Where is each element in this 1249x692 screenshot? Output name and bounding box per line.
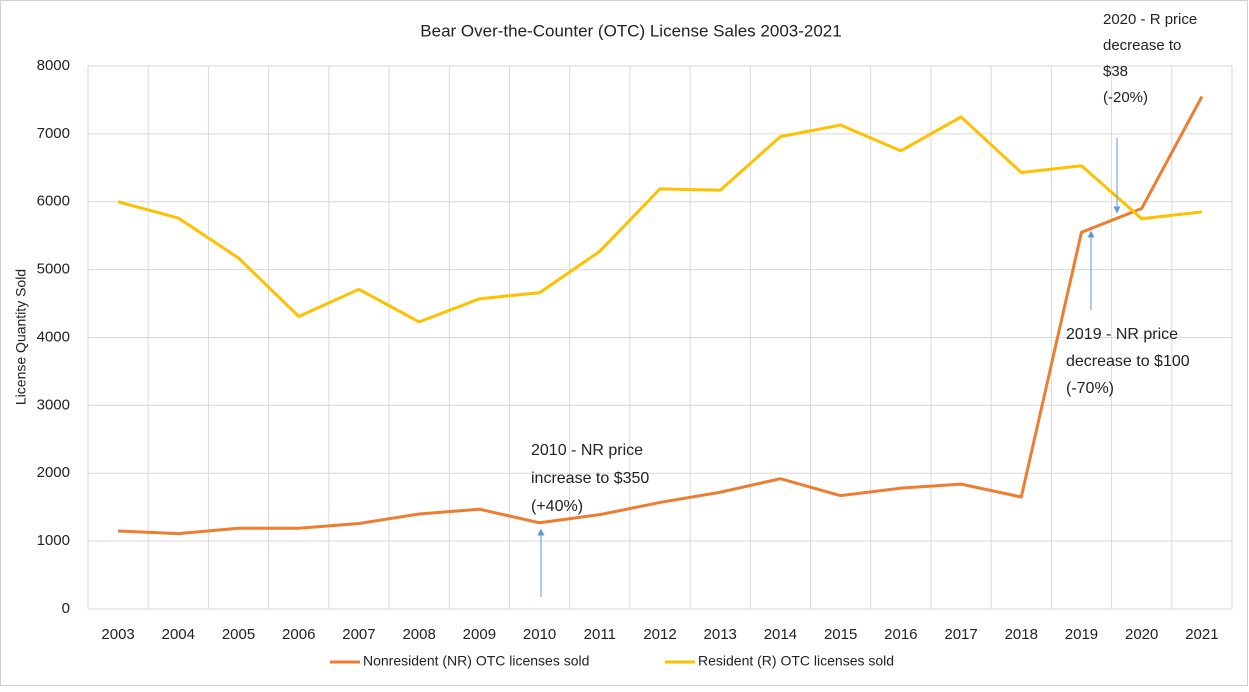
x-tick-label: 2017 — [944, 626, 977, 643]
series-line — [117, 115, 1203, 324]
annotation-text: increase to $350 — [531, 470, 649, 487]
annotation-text: 2020 - R price — [1103, 11, 1197, 28]
x-tick-label: 2013 — [704, 626, 737, 643]
x-tick-label: 2003 — [101, 626, 134, 643]
x-tick-label: 2005 — [222, 626, 255, 643]
annotation-text: 2019 - NR price — [1066, 326, 1178, 343]
x-tick-label: 2018 — [1005, 626, 1038, 643]
annotation-text: (-20%) — [1103, 89, 1148, 106]
series-line — [118, 95, 1204, 536]
x-tick-label: 2015 — [824, 626, 857, 643]
x-tick-label: 2004 — [162, 626, 195, 643]
annotation-text: decrease to $100 — [1066, 353, 1190, 370]
x-tick-label: 2012 — [643, 626, 676, 643]
x-tick-label: 2010 — [523, 626, 556, 643]
y-tick-label: 2000 — [37, 464, 70, 481]
legend-label: Resident (R) OTC licenses sold — [698, 653, 894, 669]
chart-title: Bear Over-the-Counter (OTC) License Sale… — [420, 21, 841, 40]
y-tick-label: 6000 — [37, 193, 70, 210]
y-tick-label: 3000 — [37, 396, 70, 413]
x-tick-label: 2019 — [1065, 626, 1098, 643]
x-tick-label: 2016 — [884, 626, 917, 643]
x-tick-label: 2007 — [342, 626, 375, 643]
annotation-text: decrease to — [1103, 37, 1181, 54]
y-tick-label: 7000 — [37, 125, 70, 142]
x-tick-label: 2011 — [584, 626, 616, 643]
annotation-text: (+40%) — [531, 498, 583, 515]
x-tick-label: 2014 — [764, 626, 797, 643]
annotation-text: (-70%) — [1066, 380, 1114, 397]
x-tick-label: 2020 — [1125, 626, 1158, 643]
x-tick-label: 2006 — [282, 626, 315, 643]
y-axis-label: License Quantity Sold — [13, 269, 29, 405]
legend-label: Nonresident (NR) OTC licenses sold — [363, 653, 589, 669]
x-tick-label: 2008 — [402, 626, 435, 643]
y-tick-label: 8000 — [37, 57, 70, 74]
arrows — [537, 138, 1121, 597]
annotation-text: $38 — [1103, 63, 1128, 80]
x-tick-label: 2009 — [463, 626, 496, 643]
annotation-text: 2010 - NR price — [531, 442, 643, 459]
y-tick-label: 4000 — [37, 328, 70, 345]
y-tick-label: 5000 — [37, 261, 70, 278]
x-tick-label: 2021 — [1185, 626, 1218, 643]
y-tick-label: 0 — [62, 600, 70, 617]
y-tick-label: 1000 — [37, 532, 70, 549]
